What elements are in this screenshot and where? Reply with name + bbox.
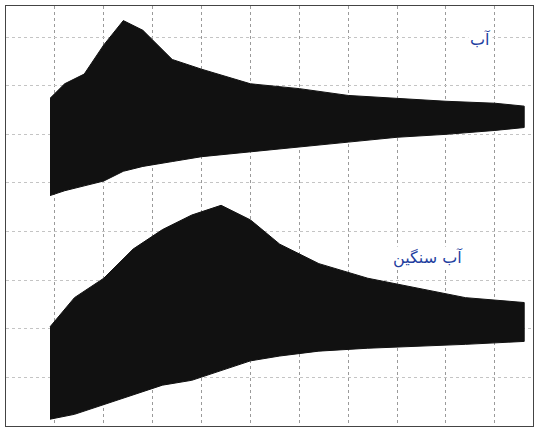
- svg-text:آب سنگین: آب سنگین: [393, 248, 463, 268]
- svg-text:آب: آب: [470, 30, 491, 49]
